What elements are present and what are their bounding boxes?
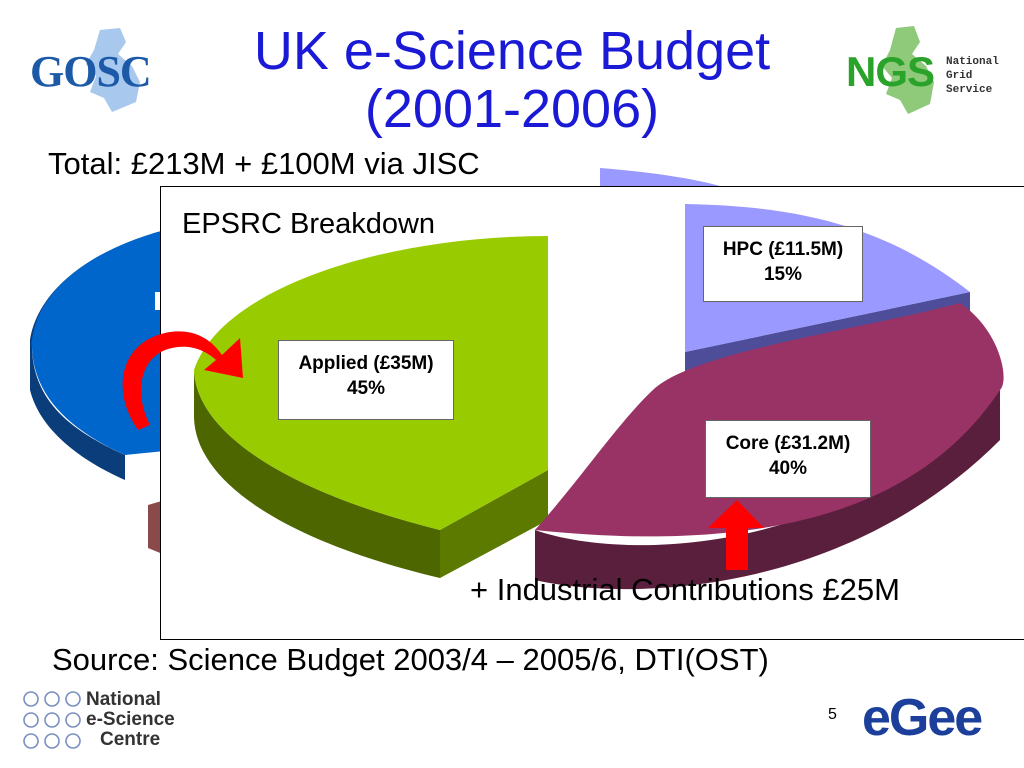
industrial-contributions-text: + Industrial Contributions £25M bbox=[470, 572, 900, 607]
slide-title: UK e-Science Budget (2001-2006) bbox=[0, 22, 1024, 138]
label-core-name: Core (£31.2M) bbox=[725, 433, 851, 454]
label-core-percent: 40% bbox=[768, 458, 808, 479]
background-pie-lavender-fragment bbox=[600, 168, 720, 186]
egee-logo: eGee bbox=[862, 689, 983, 747]
label-applied-percent: 45% bbox=[346, 378, 386, 399]
nesc-line3: Centre bbox=[100, 729, 161, 750]
slice-applied-side bbox=[194, 370, 440, 578]
label-core: Core (£31.2M) 40% bbox=[705, 420, 871, 498]
label-hpc-name: HPC (£11.5M) bbox=[722, 239, 844, 260]
gosc-map-icon bbox=[86, 28, 140, 112]
page-number: 5 bbox=[828, 706, 837, 723]
ngs-sub-line1: National bbox=[946, 56, 999, 68]
source-text: Source: Science Budget 2003/4 – 2005/6, … bbox=[52, 642, 769, 677]
ngs-sub-line3: Service bbox=[946, 84, 993, 96]
label-applied: Applied (£35M) 45% bbox=[278, 340, 454, 420]
slide-title-line1: UK e-Science Budget bbox=[253, 21, 771, 81]
label-hpc: HPC (£11.5M) 15% bbox=[703, 226, 863, 302]
slice-applied-edge bbox=[440, 470, 548, 578]
nesc-line2: e-Science bbox=[86, 709, 175, 730]
nesc-logo: National e-Science Centre bbox=[86, 690, 175, 750]
label-applied-name: Applied (£35M) bbox=[298, 353, 434, 374]
total-budget-text: Total: £213M + £100M via JISC bbox=[48, 146, 480, 181]
nesc-line1: National bbox=[86, 689, 161, 710]
curved-arrow-icon bbox=[122, 331, 243, 430]
gosc-logo: GOSC bbox=[30, 47, 152, 96]
slice-core bbox=[535, 303, 1004, 537]
ngs-sub-line2: Grid bbox=[946, 70, 973, 82]
slice-core-side bbox=[535, 390, 1000, 590]
ngs-logo: NGS bbox=[846, 48, 935, 95]
nesc-circles-icon bbox=[23, 691, 81, 749]
ngs-map-icon bbox=[882, 26, 934, 114]
epsrc-chart-title: EPSRC Breakdown bbox=[182, 208, 436, 240]
label-hpc-percent: 15% bbox=[763, 264, 803, 285]
slide-title-line2: (2001-2006) bbox=[364, 79, 660, 139]
up-arrow-icon bbox=[708, 500, 764, 570]
